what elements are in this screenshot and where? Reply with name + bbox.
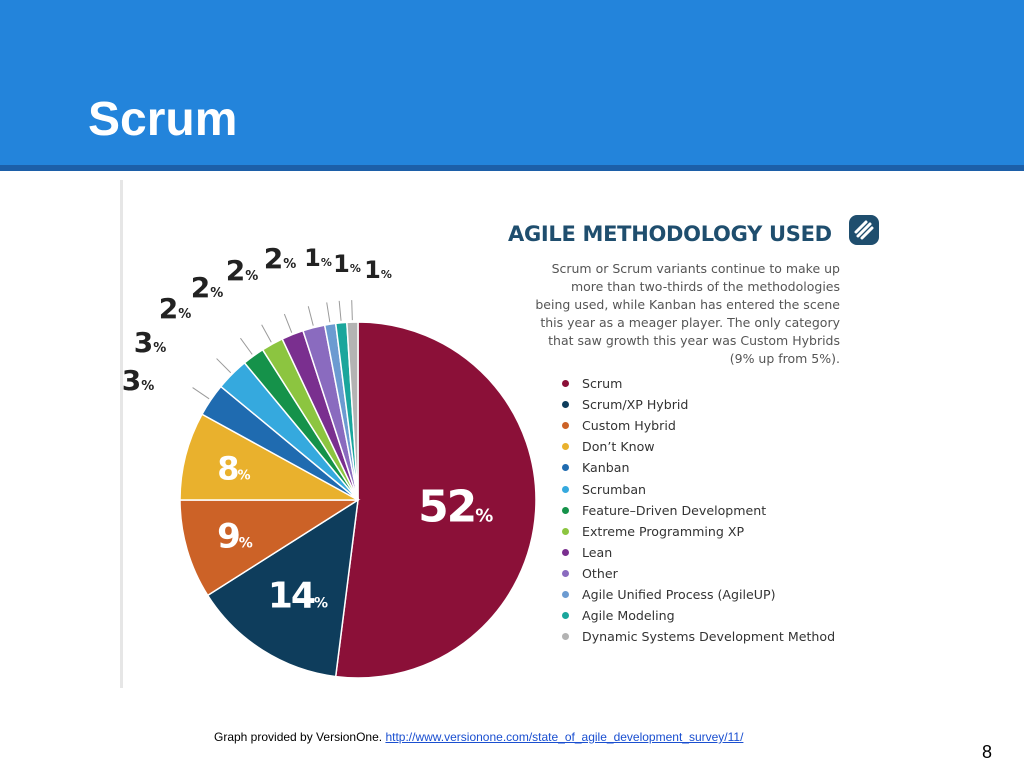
pie-slice-scrum [334, 321, 537, 679]
description-line: Scrum or Scrum variants continue to make… [551, 261, 840, 276]
legend-label: Scrum [582, 376, 623, 392]
legend-swatch [562, 569, 569, 577]
legend-swatch [562, 527, 569, 535]
data-label-scrumban: 3% [134, 326, 167, 359]
pie-slice-dynamic-systems-development-method [346, 321, 359, 501]
header-divider [0, 165, 1024, 171]
legend-item-scrum-xp-hybrid: Scrum/XP Hybrid [560, 394, 835, 415]
legend-label: Other [582, 565, 618, 581]
data-label-other: 2% [264, 242, 297, 275]
leader-line-other [307, 306, 314, 326]
legend-label: Agile Modeling [582, 608, 675, 624]
legend-label: Lean [582, 544, 613, 560]
legend-item-agile-unified-process-agileup: Agile Unified Process (AgileUP) [560, 584, 835, 605]
leader-line-scrumban [216, 358, 232, 374]
description-line: more than two-thirds of the methodologie… [570, 279, 840, 294]
data-label-custom-hybrid: 9% [217, 517, 253, 557]
legend-item-kanban: Kanban [560, 457, 835, 478]
figure-left-border [120, 180, 123, 688]
legend-item-don-t-know: Don’t Know [560, 436, 835, 457]
legend-swatch [562, 380, 569, 388]
pie-slice-custom-hybrid [179, 499, 361, 597]
legend-swatch [562, 464, 569, 472]
legend-swatch [562, 401, 569, 409]
legend-swatch [562, 506, 569, 514]
data-label-kanban: 3% [122, 364, 155, 397]
legend-label: Feature–Driven Development [582, 502, 767, 518]
leader-line-agile-unified-process-agileup [326, 302, 331, 323]
slide-footer: Graph provided by VersionOne. http://www… [214, 730, 743, 744]
chart-description: Scrum or Scrum variants continue to make… [520, 260, 840, 368]
legend-item-lean: Lean [560, 542, 835, 563]
source-link[interactable]: http://www.versionone.com/state_of_agile… [385, 730, 744, 744]
leader-line-lean [283, 313, 293, 333]
legend-swatch [562, 633, 569, 641]
data-label-agile-modeling: 1% [333, 250, 361, 278]
legend-swatch [562, 422, 569, 430]
data-label-lean: 2% [226, 254, 259, 287]
legend-item-agile-modeling: Agile Modeling [560, 605, 835, 626]
leader-line-agile-modeling [338, 300, 342, 321]
legend-label: Dynamic Systems Development Method [582, 629, 836, 645]
data-label-extreme-programming-xp: 2% [191, 271, 224, 304]
data-label-scrum: 52% [418, 482, 493, 533]
versionone-logo [849, 215, 879, 245]
description-line: (9% up from 5%). [729, 351, 840, 366]
legend-swatch [562, 443, 569, 451]
data-label-scrum-xp-hybrid: 14% [268, 575, 328, 616]
legend-label: Kanban [582, 460, 630, 476]
legend-swatch [562, 548, 569, 556]
footer-credit: Graph provided by VersionOne. [214, 730, 386, 744]
legend-item-custom-hybrid: Custom Hybrid [560, 415, 835, 436]
legend-item-extreme-programming-xp: Extreme Programming XP [560, 521, 835, 542]
slide-title: Scrum [88, 93, 238, 146]
legend-item-dynamic-systems-development-method: Dynamic Systems Development Method [560, 626, 835, 647]
legend-label: Don’t Know [582, 439, 655, 455]
leader-line-kanban [192, 387, 210, 400]
legend-item-other: Other [560, 563, 835, 584]
pie-slice-scrum-xp-hybrid [206, 498, 359, 678]
legend-item-scrum: Scrum [560, 373, 835, 394]
slide-header [0, 0, 1024, 165]
page-number: 8 [982, 742, 993, 762]
data-label-don-t-know: 8% [217, 449, 250, 487]
legend-label: Scrumban [582, 481, 647, 497]
data-label-agile-unified-process-agileup: 1% [304, 244, 332, 272]
legend-item-feature-driven-development: Feature–Driven Development [560, 500, 835, 521]
description-line: this year as a meager player. The only c… [540, 315, 840, 330]
description-line: being used, while Kanban has entered the… [535, 297, 840, 312]
data-label-feature-driven-development: 2% [159, 292, 192, 325]
leader-line-feature-driven-development [240, 337, 253, 355]
leader-line-extreme-programming-xp [261, 324, 272, 343]
leader-line-dynamic-systems-development-method [351, 300, 353, 321]
legend-label: Agile Unified Process (AgileUP) [582, 586, 776, 602]
legend-swatch [562, 590, 569, 598]
legend-label: Scrum/XP Hybrid [582, 397, 689, 413]
legend-label: Custom Hybrid [582, 418, 676, 434]
description-line: that saw growth this year was Custom Hyb… [548, 333, 840, 348]
data-label-dynamic-systems-development-method: 1% [364, 256, 392, 284]
legend-item-scrumban: Scrumban [560, 478, 835, 499]
chart-legend: Scrum Scrum/XP Hybrid Custom Hybrid Don’t K… [560, 373, 835, 647]
legend-label: Extreme Programming XP [582, 523, 745, 539]
legend-swatch [562, 612, 569, 620]
chart-title: AGILE METHODOLOGY USED [508, 222, 832, 246]
legend-swatch [562, 485, 569, 493]
pie-slice-don-t-know [179, 413, 359, 501]
